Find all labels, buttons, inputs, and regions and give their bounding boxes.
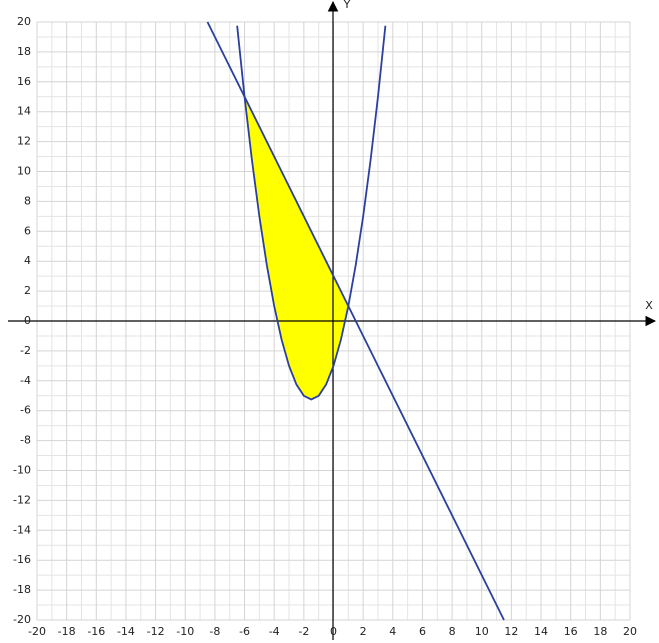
y-tick-label: 10 [17, 165, 31, 178]
y-tick-label: -18 [13, 583, 31, 596]
shaded-region [244, 96, 349, 400]
x-tick-label: -16 [87, 625, 105, 638]
curves [206, 21, 505, 621]
x-tick-label: 8 [449, 625, 456, 638]
y-tick-label: -8 [20, 434, 31, 447]
y-tick-label: -12 [13, 493, 31, 506]
axes: X Y [8, 0, 657, 640]
y-tick-label: -20 [13, 613, 31, 626]
x-tick-label: -6 [239, 625, 250, 638]
fill-layer [244, 96, 349, 400]
y-tick-label: -6 [20, 404, 31, 417]
x-tick-label: 6 [419, 625, 426, 638]
y-tick-label: 12 [17, 135, 31, 148]
x-tick-label: -12 [147, 625, 165, 638]
y-axis-label: Y [343, 0, 351, 11]
x-tick-label: 20 [623, 625, 637, 638]
x-tick-label: 0 [330, 625, 337, 638]
x-tick-label: -18 [58, 625, 76, 638]
y-tick-label: 2 [24, 284, 31, 297]
y-tick-label: -4 [20, 374, 31, 387]
x-tick-label: 2 [360, 625, 367, 638]
x-tick-label: -10 [176, 625, 194, 638]
y-tick-label: 16 [17, 75, 31, 88]
x-tick-label: 18 [593, 625, 607, 638]
y-tick-label: 6 [24, 224, 31, 237]
x-tick-label: 14 [534, 625, 548, 638]
y-tick-label: -14 [13, 523, 31, 536]
y-tick-label: 14 [17, 105, 31, 118]
y-tick-label: 18 [17, 45, 31, 58]
x-axis-label: X [645, 299, 653, 312]
x-tick-label: -20 [28, 625, 46, 638]
x-tick-label: -8 [209, 625, 220, 638]
curve [206, 21, 505, 621]
x-tick-label: 4 [389, 625, 396, 638]
x-tick-label: -2 [298, 625, 309, 638]
y-tick-label: -16 [13, 553, 31, 566]
y-tick-label: -10 [13, 464, 31, 477]
tick-labels: -20 -18 -16 -14 -12 -10 -8 -6 -4 -2 0 2 4 6 8 10 12 14 16 1… [13, 15, 637, 638]
x-tick-label: -4 [269, 625, 280, 638]
y-tick-label: 8 [24, 194, 31, 207]
x-tick-label: -14 [117, 625, 135, 638]
x-tick-label: 10 [475, 625, 489, 638]
y-tick-label: 20 [17, 15, 31, 28]
y-tick-label: -2 [20, 344, 31, 357]
curve [236, 25, 387, 401]
x-tick-label: 12 [504, 625, 518, 638]
x-tick-label: 16 [564, 625, 578, 638]
y-tick-label: 0 [24, 314, 31, 327]
y-tick-label: 4 [24, 254, 31, 267]
